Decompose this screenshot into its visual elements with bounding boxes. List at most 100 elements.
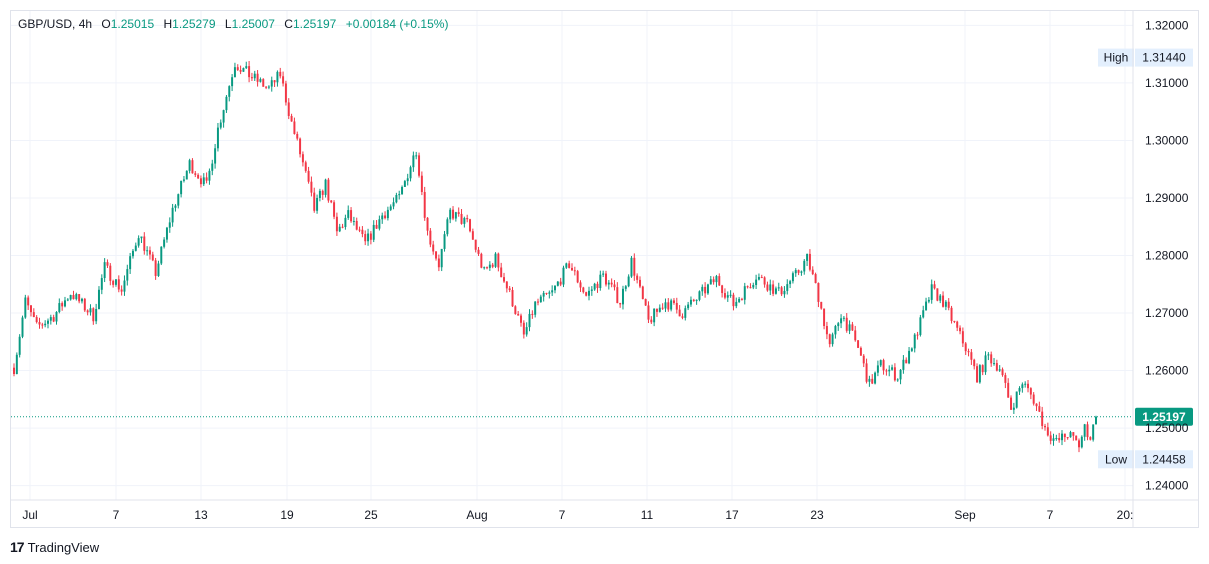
candle (644, 298, 647, 306)
candle (452, 206, 455, 221)
candle (27, 295, 30, 310)
candle-body (528, 313, 531, 328)
candle (712, 276, 715, 285)
candle (511, 286, 514, 307)
candle-body (378, 219, 381, 229)
candle-body (933, 284, 936, 289)
candle (83, 297, 86, 312)
candle-body (942, 295, 945, 307)
candle-body (1063, 433, 1066, 438)
candle (457, 207, 460, 217)
candle (939, 294, 942, 304)
candle (143, 232, 146, 255)
candle-body (692, 299, 695, 301)
x-tick-label: Jul (22, 508, 37, 522)
candle-body (488, 264, 491, 268)
candle-body (18, 336, 21, 355)
candle-body (537, 301, 539, 303)
candle-body (990, 354, 993, 364)
candle (616, 282, 619, 304)
candle (321, 189, 324, 200)
candle (287, 98, 290, 120)
candle (777, 282, 780, 292)
candle (1018, 386, 1021, 395)
y-tick-label: 1.32000 (1145, 18, 1189, 32)
x-tick-label: 13 (194, 508, 208, 522)
candle-body (480, 253, 483, 268)
candle (1055, 434, 1058, 441)
candle-body (270, 80, 273, 87)
candle-body (435, 251, 438, 259)
candle-body (137, 238, 140, 246)
candle (908, 347, 911, 365)
candle-body (49, 317, 52, 321)
candle (15, 352, 18, 375)
candle (369, 231, 372, 245)
candle (1044, 423, 1047, 431)
candle (1038, 401, 1041, 413)
candle (715, 274, 718, 288)
candle-body (888, 369, 891, 372)
candle-body (695, 299, 698, 301)
x-tick-label: 19 (280, 508, 294, 522)
candle (825, 321, 828, 340)
candle (30, 305, 32, 317)
candle (61, 301, 64, 311)
candle (885, 368, 888, 376)
candle-body (704, 286, 707, 294)
candle-body (585, 292, 588, 296)
candle (585, 291, 588, 297)
candle (738, 296, 741, 304)
candle-body (86, 310, 89, 313)
candle (406, 173, 409, 186)
candle (415, 151, 418, 160)
candle-body (732, 294, 735, 307)
candle-body (386, 209, 389, 219)
candle-body (429, 230, 432, 245)
candle-body (939, 295, 942, 301)
candle (333, 200, 336, 220)
candle-body (197, 174, 200, 179)
candle (500, 262, 503, 278)
candle-body (706, 284, 709, 294)
candle-body (950, 307, 953, 321)
candle-body (964, 343, 967, 352)
tradingview-logo[interactable]: 17 TradingView (10, 539, 99, 555)
y-tick-label: 1.30000 (1145, 133, 1189, 147)
candle (641, 285, 644, 300)
candle (993, 358, 996, 366)
candle-body (188, 160, 191, 171)
candle-body (862, 355, 865, 364)
candle (236, 64, 239, 72)
candle-body (1058, 438, 1061, 441)
candle-body (245, 66, 248, 69)
candle-body (1041, 411, 1044, 426)
candle (893, 363, 896, 382)
candle-body (202, 177, 205, 185)
candle (774, 286, 777, 295)
candle-body (587, 290, 590, 296)
candle (794, 268, 797, 277)
candle-body (882, 360, 885, 371)
candle (279, 67, 282, 79)
candle-body (604, 273, 607, 285)
candle-body (256, 73, 259, 82)
candle (355, 217, 358, 231)
close-value: 1.25197 (292, 17, 337, 31)
candle (967, 348, 970, 357)
candle (981, 364, 984, 376)
candle-body (1007, 382, 1010, 398)
candle-body (944, 301, 947, 307)
candle (276, 70, 279, 87)
candle-body (282, 76, 285, 84)
candle (137, 235, 140, 248)
candle-body (168, 222, 171, 228)
candle (749, 283, 752, 289)
candle (171, 203, 174, 227)
candle-body (562, 267, 565, 285)
candle-body (672, 300, 675, 303)
candle-body (463, 217, 466, 224)
candle (842, 315, 845, 322)
candle-body (854, 330, 857, 341)
